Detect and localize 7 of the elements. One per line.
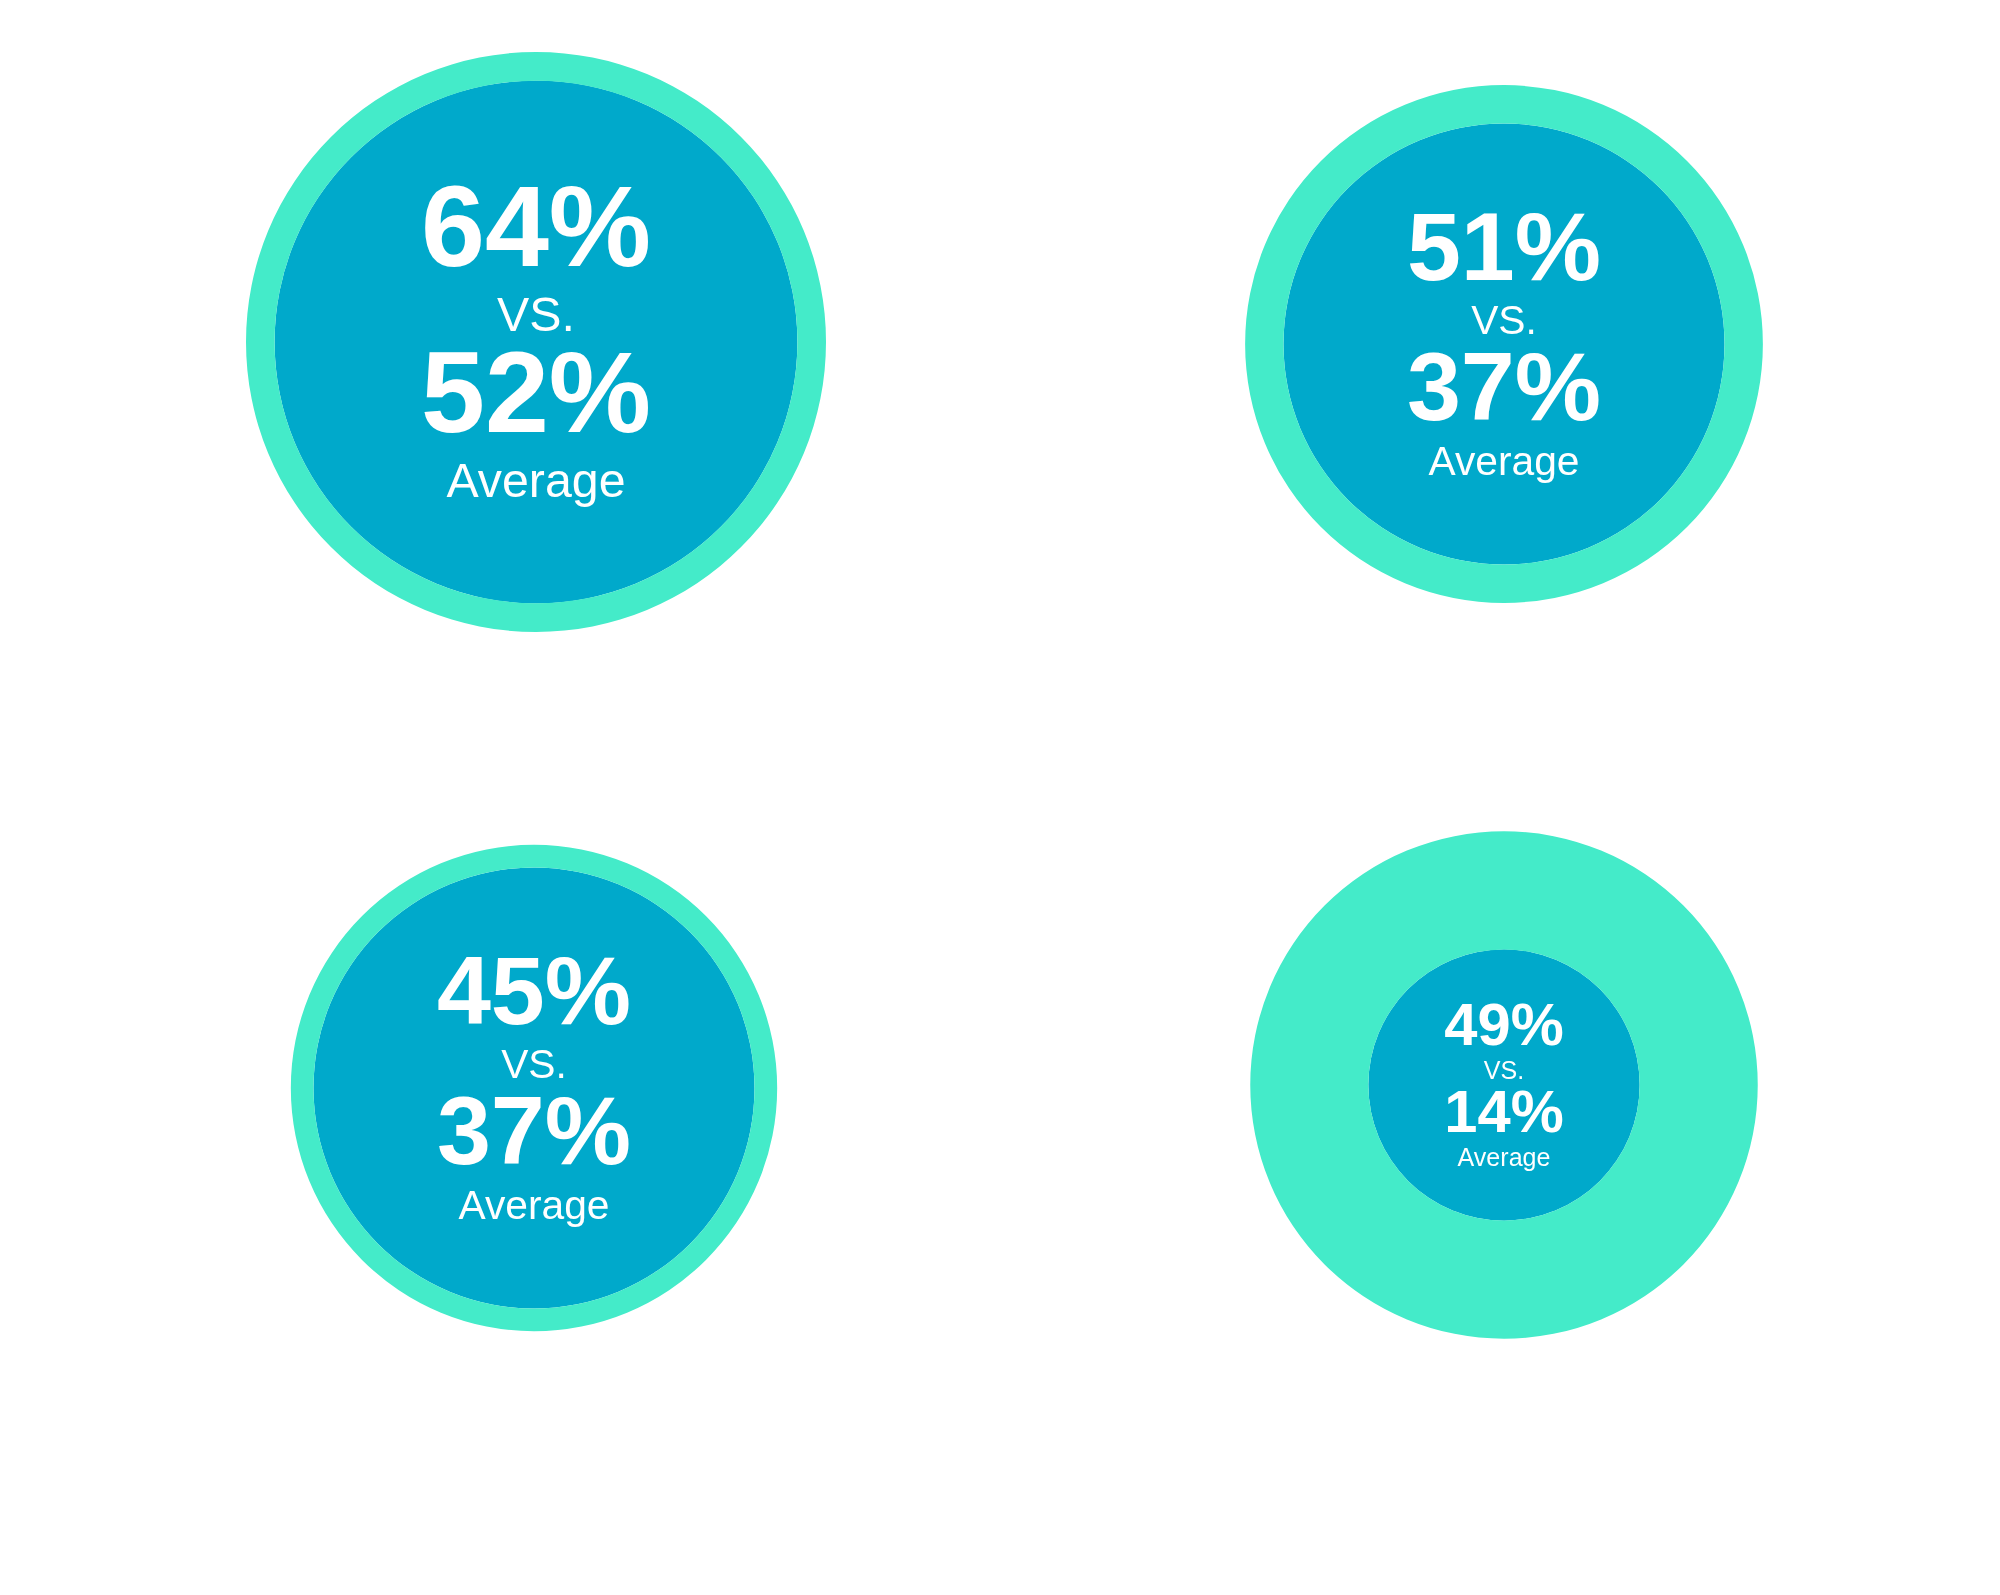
text: Average	[446, 453, 626, 508]
data-label: 64%	[420, 161, 652, 290]
text: Average	[458, 1181, 610, 1228]
text: Average	[1457, 1142, 1551, 1171]
text: VS.	[1483, 1056, 1525, 1085]
data-label: 49%	[1444, 991, 1564, 1059]
text: Average	[1428, 437, 1580, 484]
